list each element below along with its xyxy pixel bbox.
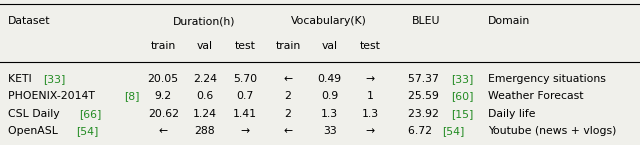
Text: 57.37: 57.37 [408,74,442,84]
Text: Daily life: Daily life [488,109,535,119]
Text: 20.05: 20.05 [148,74,179,84]
Text: Emergency situations: Emergency situations [488,74,605,84]
Text: 1.3: 1.3 [362,109,378,119]
Text: KETI: KETI [8,74,35,84]
Text: test: test [235,41,255,51]
Text: 1.3: 1.3 [321,109,338,119]
Text: 0.49: 0.49 [317,74,342,84]
Text: val: val [322,41,338,51]
Text: 5.70: 5.70 [233,74,257,84]
Text: Duration(h): Duration(h) [173,16,236,26]
Text: [33]: [33] [43,74,65,84]
Text: Vocabulary(K): Vocabulary(K) [291,16,367,26]
Text: →: → [365,126,374,136]
Text: [54]: [54] [77,126,99,136]
Text: [54]: [54] [442,126,465,136]
Text: 288: 288 [195,126,215,136]
Text: 9.2: 9.2 [155,91,172,101]
Text: Dataset: Dataset [8,16,50,26]
Text: ←: ← [284,126,292,136]
Text: ←: ← [159,126,168,136]
Text: [33]: [33] [451,74,473,84]
Text: BLEU: BLEU [412,16,440,26]
Text: 0.6: 0.6 [196,91,213,101]
Text: 1.24: 1.24 [193,109,217,119]
Text: 2.24: 2.24 [193,74,217,84]
Text: train: train [150,41,176,51]
Text: 1: 1 [367,91,373,101]
Text: Domain: Domain [488,16,530,26]
Text: test: test [360,41,380,51]
Text: 33: 33 [323,126,337,136]
Text: [15]: [15] [451,109,473,119]
Text: ←: ← [284,74,292,84]
Text: train: train [275,41,301,51]
Text: [8]: [8] [124,91,140,101]
Text: 2: 2 [285,91,291,101]
Text: →: → [365,74,374,84]
Text: 6.72: 6.72 [408,126,435,136]
Text: Weather Forecast: Weather Forecast [488,91,583,101]
Text: 20.62: 20.62 [148,109,179,119]
Text: val: val [197,41,212,51]
Text: 23.92: 23.92 [408,109,442,119]
Text: OpenASL: OpenASL [8,126,61,136]
Text: [66]: [66] [79,109,101,119]
Text: Youtube (news + vlogs): Youtube (news + vlogs) [488,126,616,136]
Text: →: → [241,126,250,136]
Text: 2: 2 [285,109,291,119]
Text: 0.9: 0.9 [321,91,338,101]
Text: 0.7: 0.7 [237,91,253,101]
Text: 1.41: 1.41 [233,109,257,119]
Text: CSL Daily: CSL Daily [8,109,63,119]
Text: [60]: [60] [451,91,474,101]
Text: 25.59: 25.59 [408,91,442,101]
Text: PHOENIX-2014T: PHOENIX-2014T [8,91,98,101]
